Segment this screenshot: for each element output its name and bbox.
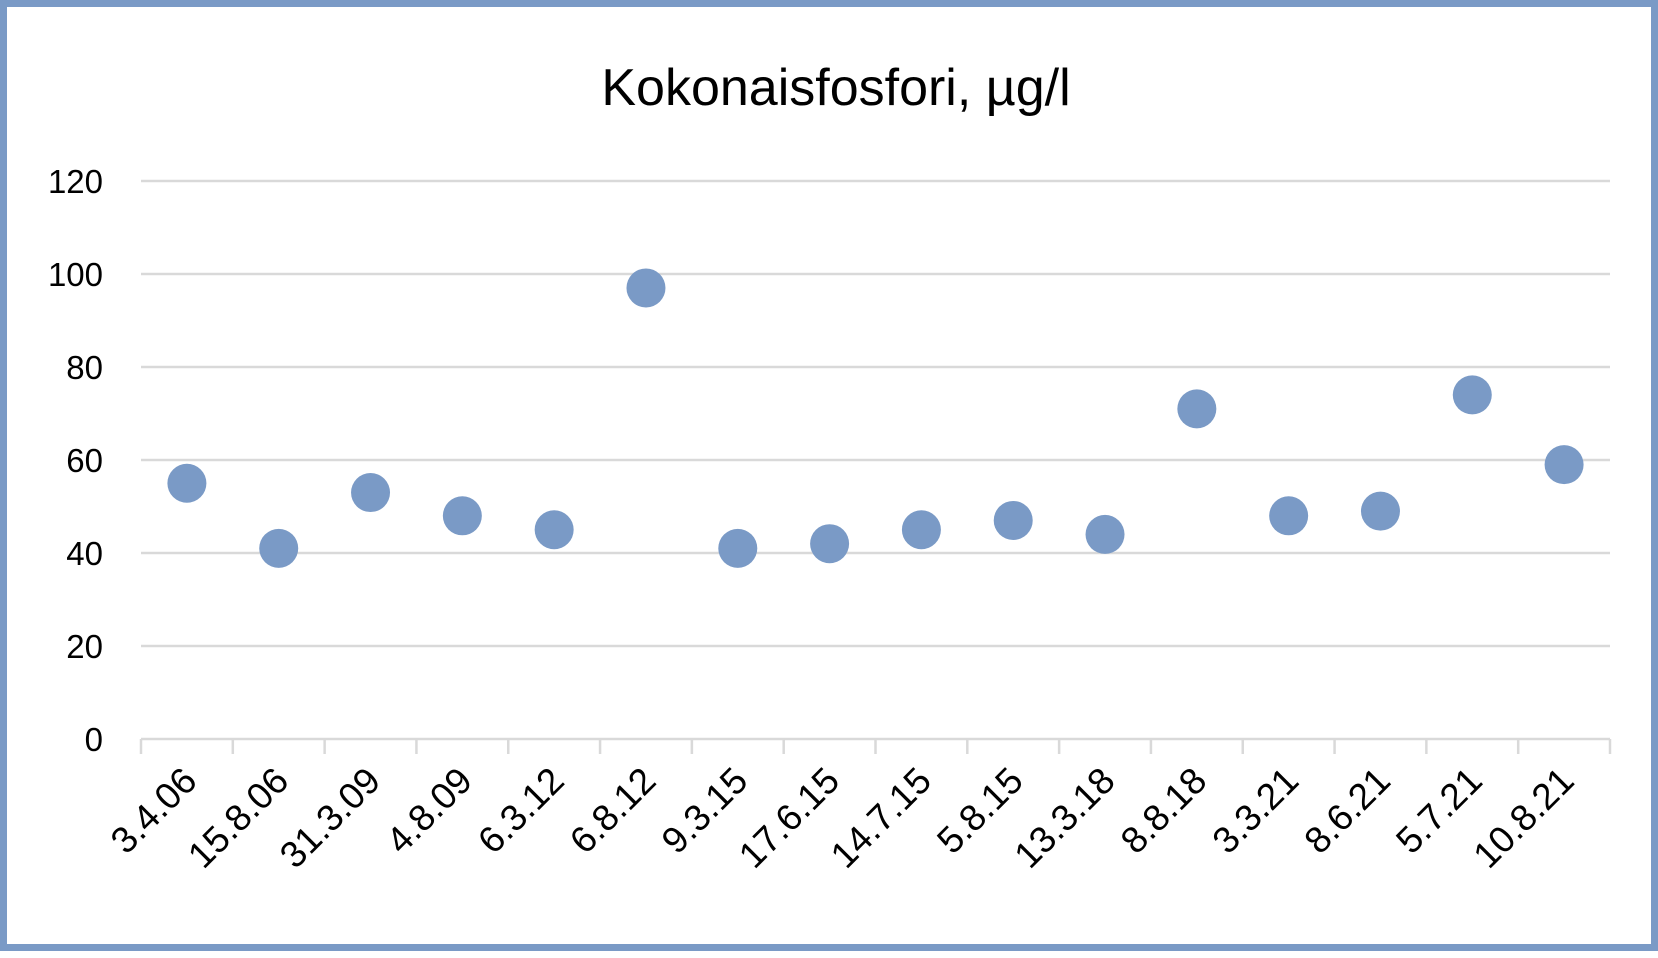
data-point: [718, 528, 758, 568]
data-point: [534, 510, 574, 550]
y-tick-label: 80: [66, 349, 103, 386]
data-point: [1360, 491, 1400, 531]
data-point: [1177, 389, 1217, 429]
data-point: [810, 524, 850, 564]
data-point: [351, 473, 391, 513]
y-tick-label: 100: [48, 256, 103, 293]
y-tick-label: 0: [85, 721, 103, 758]
y-tick-label: 60: [66, 442, 103, 479]
x-tick-label: 8.8.18: [1113, 760, 1215, 862]
data-point: [1269, 496, 1309, 536]
data-point: [993, 500, 1033, 540]
x-tick-label: 31.3.09: [272, 760, 388, 876]
x-tick-label: 13.3.18: [1006, 760, 1122, 876]
data-point: [442, 496, 482, 536]
data-point: [901, 510, 941, 550]
gridlines: [141, 179, 1610, 648]
chart-title: Kokonaisfosfori, µg/l: [601, 59, 1070, 117]
x-axis: [139, 737, 1612, 754]
data-point: [626, 268, 666, 308]
data-point: [1085, 514, 1125, 554]
y-axis-ticks: 0 20 40 60 80 100 120: [48, 163, 103, 758]
chart: Kokonaisfosfori, µg/l 0 20 40 60 80 100 120 3.…: [48, 59, 1612, 876]
x-tick-label: 8.6.21: [1296, 760, 1398, 862]
y-tick-label: 40: [66, 535, 103, 572]
y-tick-label: 120: [48, 163, 103, 200]
x-tick-label: 15.8.06: [180, 760, 296, 876]
data-point: [167, 463, 207, 503]
data-point: [1452, 375, 1492, 415]
x-tick-label: 6.8.12: [562, 760, 664, 862]
data-point: [259, 528, 299, 568]
data-points: [167, 268, 1584, 568]
x-tick-label: 14.7.15: [823, 760, 939, 876]
y-tick-label: 20: [66, 628, 103, 665]
x-tick-label: 6.3.12: [470, 760, 572, 862]
x-tick-label: 17.6.15: [731, 760, 847, 876]
x-tick-label: 10.8.21: [1465, 760, 1581, 876]
x-tick-label: 4.8.09: [378, 760, 480, 862]
data-point: [1544, 445, 1584, 485]
x-tick-label: 3.3.21: [1205, 760, 1307, 862]
x-axis-ticks: 3.4.0615.8.0631.3.094.8.096.3.126.8.129.…: [103, 760, 1582, 876]
